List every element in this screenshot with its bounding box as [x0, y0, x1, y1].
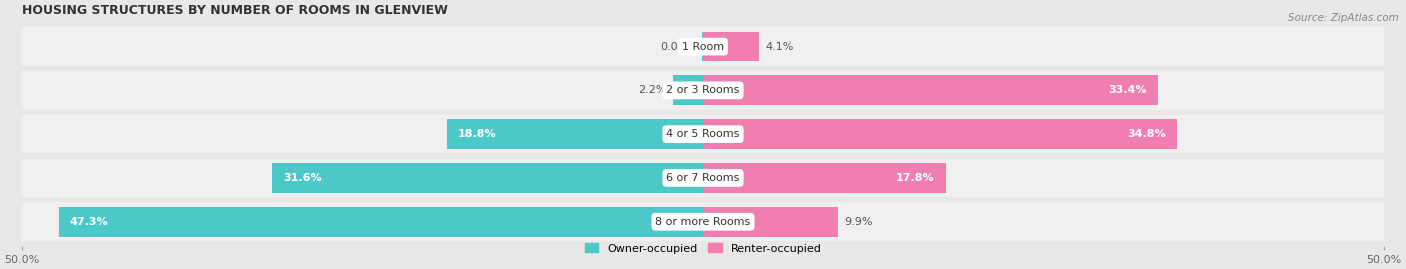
Text: 33.4%: 33.4%	[1109, 85, 1147, 95]
Bar	[703, 76, 1159, 105]
Bar	[21, 71, 1385, 110]
Text: HOUSING STRUCTURES BY NUMBER OF ROOMS IN GLENVIEW: HOUSING STRUCTURES BY NUMBER OF ROOMS IN…	[21, 4, 447, 17]
Bar	[21, 159, 1385, 197]
Text: 1 Room: 1 Room	[682, 42, 724, 52]
Bar	[21, 203, 1385, 241]
Text: 6 or 7 Rooms: 6 or 7 Rooms	[666, 173, 740, 183]
Bar	[703, 119, 1177, 149]
Bar	[59, 207, 703, 237]
Text: 4.1%: 4.1%	[766, 42, 794, 52]
Text: 34.8%: 34.8%	[1128, 129, 1166, 139]
Bar	[703, 163, 945, 193]
Text: 9.9%: 9.9%	[845, 217, 873, 227]
Text: 0.06%: 0.06%	[661, 42, 696, 52]
Bar	[21, 27, 1385, 66]
Text: Source: ZipAtlas.com: Source: ZipAtlas.com	[1288, 13, 1399, 23]
Text: 2 or 3 Rooms: 2 or 3 Rooms	[666, 85, 740, 95]
Text: 31.6%: 31.6%	[284, 173, 322, 183]
Text: 8 or more Rooms: 8 or more Rooms	[655, 217, 751, 227]
Text: 4 or 5 Rooms: 4 or 5 Rooms	[666, 129, 740, 139]
Text: 17.8%: 17.8%	[896, 173, 935, 183]
Bar	[703, 207, 838, 237]
Bar	[703, 32, 759, 62]
Legend: Owner-occupied, Renter-occupied: Owner-occupied, Renter-occupied	[581, 239, 825, 258]
Bar	[673, 76, 703, 105]
Text: 2.2%: 2.2%	[638, 85, 666, 95]
Text: 47.3%: 47.3%	[69, 217, 108, 227]
Bar	[273, 163, 703, 193]
Text: 18.8%: 18.8%	[458, 129, 496, 139]
Bar	[447, 119, 703, 149]
Bar	[21, 115, 1385, 153]
